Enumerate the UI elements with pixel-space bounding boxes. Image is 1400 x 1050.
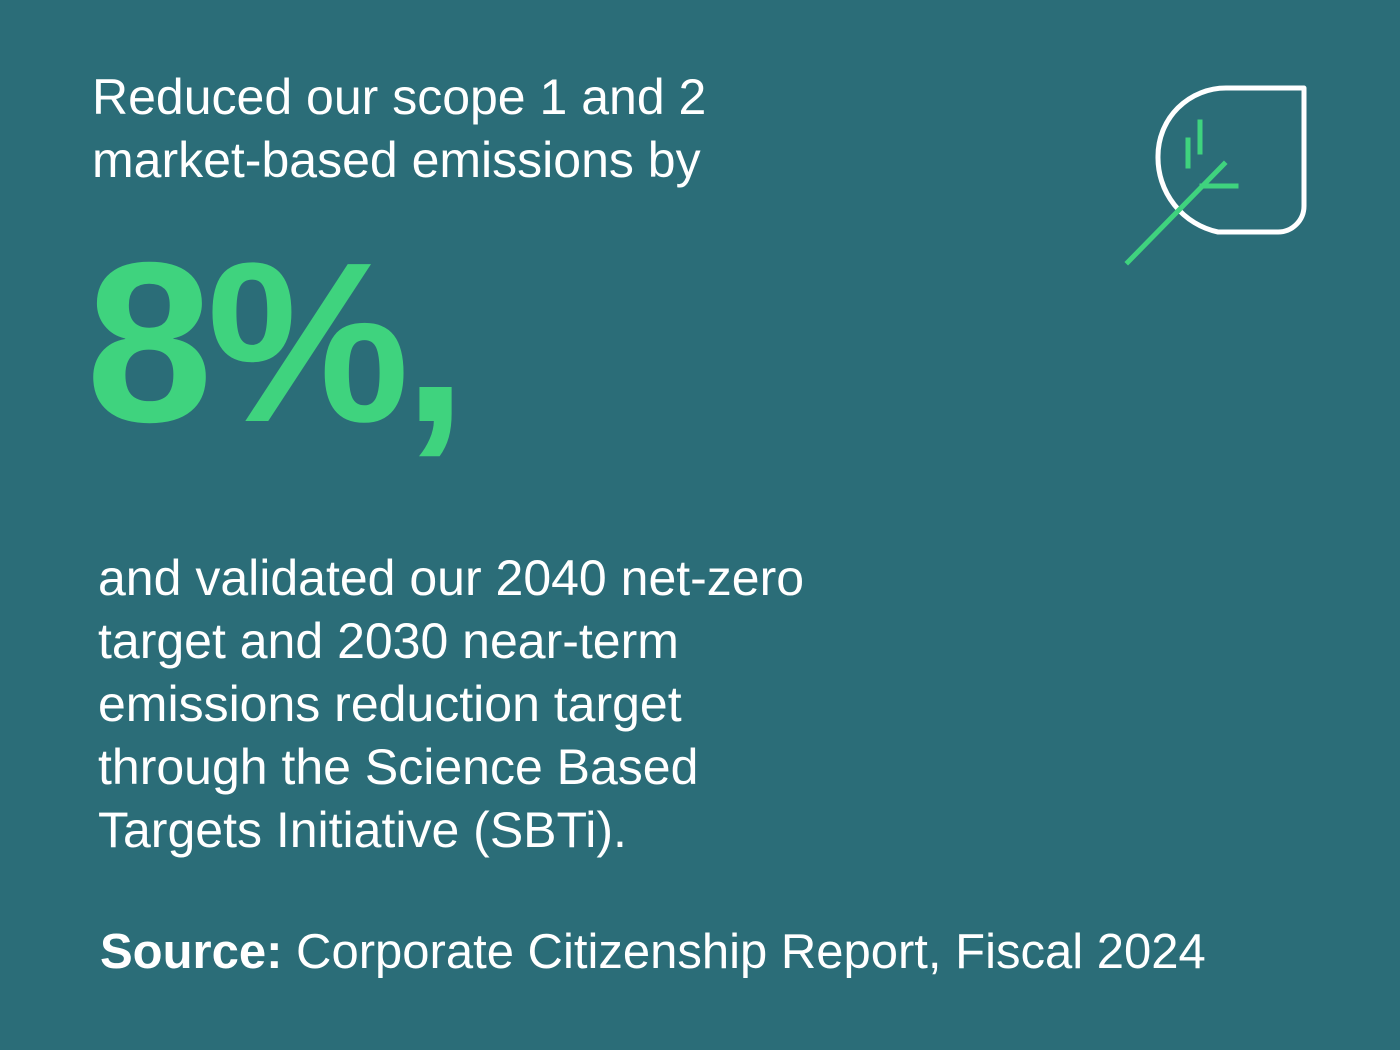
body-line: target and 2030 near-term <box>98 613 679 669</box>
source-label: Source: <box>100 925 283 979</box>
leaf-icon <box>1124 85 1307 266</box>
body-text: and validated our 2040 net-zero target a… <box>98 547 998 862</box>
headline-stat: 8%, <box>86 216 467 470</box>
body-line: and validated our 2040 net-zero <box>98 550 805 606</box>
intro-line: market-based emissions by <box>92 132 701 188</box>
body-line: through the Science Based <box>98 739 699 795</box>
source-citation: Source: Corporate Citizenship Report, Fi… <box>100 920 1206 984</box>
intro-line: Reduced our scope 1 and 2 <box>92 69 707 125</box>
body-line: Targets Initiative (SBTi). <box>98 802 627 858</box>
source-text: Corporate Citizenship Report, Fiscal 202… <box>282 925 1206 979</box>
body-line: emissions reduction target <box>98 676 682 732</box>
intro-text: Reduced our scope 1 and 2 market-based e… <box>92 66 912 192</box>
